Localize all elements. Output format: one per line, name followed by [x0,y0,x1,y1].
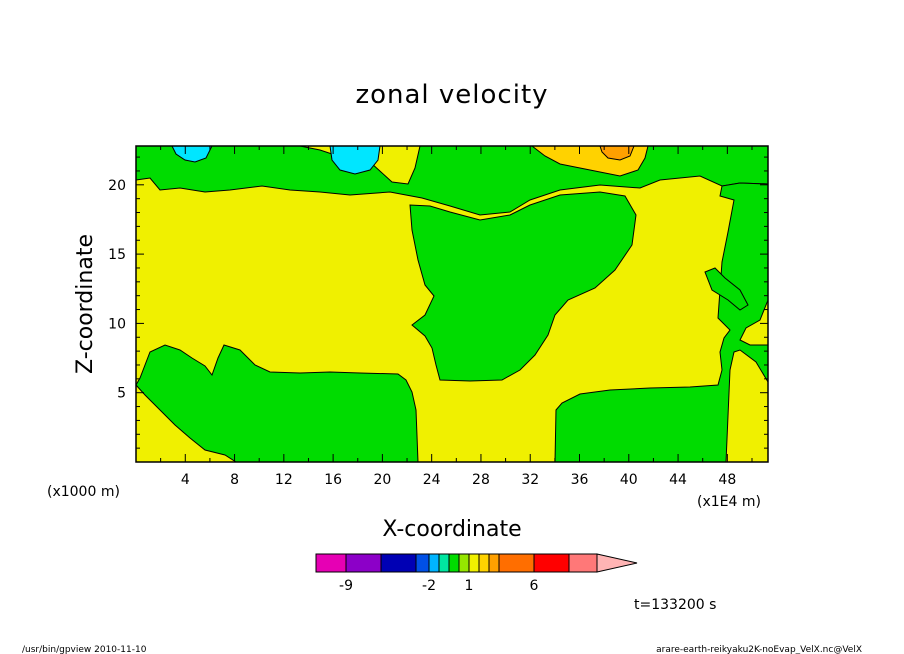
x-tick-label: 48 [718,472,736,488]
contour-region-green-notch [704,267,749,311]
contour-region-green-center [409,191,637,382]
colorbar-arrow [596,553,638,573]
colorbar-label: -9 [339,578,353,594]
colorbar-segment [315,553,347,573]
x-tick-label: 20 [373,472,391,488]
colorbar-segment [438,553,450,573]
x-tick-label: 32 [521,472,539,488]
x-tick-label: 40 [620,472,638,488]
x-tick-label: 44 [669,472,687,488]
contour-region-green-bottom-right [554,182,769,463]
x-unit-label: (x1000 m) [47,484,120,500]
x-tick-label: 36 [571,472,589,488]
x-axis-label: X-coordinate [382,517,521,542]
colorbar-segment [478,553,490,573]
contour-region-green-left [135,344,419,463]
colorbar-segment [488,553,500,573]
colorbar-label: -2 [422,578,436,594]
x-tick-label: 8 [230,472,239,488]
y-tick-label: 20 [108,178,126,194]
x-tick-label: 12 [275,472,293,488]
y-tick-label: 5 [117,386,126,402]
colorbar-segment [380,553,417,573]
x-tick-label: 28 [472,472,490,488]
colorbar-segment [448,553,460,573]
colorbar-segment [428,553,440,573]
colorbar-segment [568,553,598,573]
x-tick-label: 16 [324,472,342,488]
chart-title: zonal velocity [355,80,548,110]
footer-right-text: arare-earth-reikyaku2K-noEvap_VelX.nc@Ve… [656,645,862,654]
x-tick-label: 4 [181,472,190,488]
colorbar-segment [533,553,570,573]
plot-frame [135,145,769,463]
x-unit-right-label: (x1E4 m) [697,494,761,510]
colorbar-segment [468,553,480,573]
colorbar-label: 6 [530,578,539,594]
colorbar-segment [458,553,470,573]
footer-left-text: /usr/bin/gpview 2010-11-10 [22,645,147,654]
y-tick-label: 10 [108,316,126,332]
colorbar-segment [345,553,382,573]
y-tick-label: 15 [108,247,126,263]
time-label: t=133200 s [634,597,716,613]
colorbar-segment [415,553,430,573]
colorbar-label: 1 [465,578,474,594]
y-axis-label: Z-coordinate [73,234,98,374]
x-tick-label: 24 [423,472,441,488]
contour-region-cyan-2 [329,145,381,175]
colorbar-segment [498,553,535,573]
colorbar: -9 -2 1 6 [315,553,638,594]
